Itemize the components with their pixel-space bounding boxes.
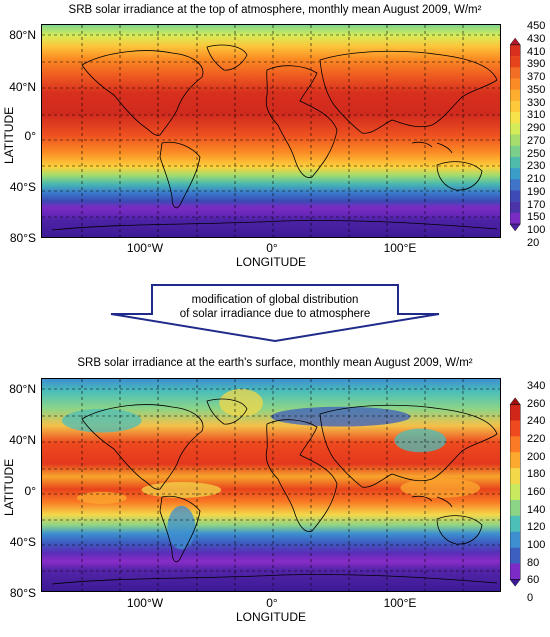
top-colorbar-tick-label: 250 bbox=[527, 147, 546, 160]
bottom-colorbar-segment bbox=[510, 547, 521, 564]
bottom-colorbar-max-triangle bbox=[510, 397, 521, 405]
top-colorbar-tick-label: 290 bbox=[527, 122, 546, 135]
bottom-coastline-outlines bbox=[51, 398, 498, 585]
top-colorbar-tick-label: 270 bbox=[527, 134, 546, 147]
top-lat-label-0: 0° bbox=[24, 129, 36, 143]
top-lon-label-0: 0° bbox=[266, 241, 278, 255]
top-lat-label-40s: 40°S bbox=[9, 180, 36, 194]
top-colorbar-tick-label: 230 bbox=[527, 160, 546, 173]
bottom-lat-label-40s: 40°S bbox=[9, 535, 36, 549]
top-lon-label-100w: 100°W bbox=[126, 241, 164, 255]
top-lon-label-100e: 100°E bbox=[383, 241, 417, 255]
bottom-lon-label-0: 0° bbox=[266, 596, 278, 610]
bottom-lat-label-80n: 80°N bbox=[9, 382, 36, 396]
bottom-lon-label-100e: 100°E bbox=[383, 596, 417, 610]
bottom-lon-label-100w: 100°W bbox=[126, 596, 164, 610]
bottom-colorbar-segment bbox=[510, 563, 521, 580]
top-colorbar-tick-label: 370 bbox=[527, 71, 546, 84]
bottom-lat-label-0: 0° bbox=[24, 484, 36, 498]
top-lat-label-80n: 80°N bbox=[9, 28, 36, 42]
top-colorbar bbox=[510, 37, 521, 232]
bottom-colorbar-segment bbox=[510, 484, 521, 501]
top-colorbar-segment bbox=[510, 44, 521, 57]
top-colorbar-segment bbox=[510, 190, 521, 202]
top-colorbar-segment bbox=[510, 100, 521, 113]
top-colorbar-segment bbox=[510, 212, 521, 225]
bottom-lat-label-80s: 80°S bbox=[9, 586, 36, 600]
bottom-colorbar-segment bbox=[510, 468, 521, 485]
bottom-colorbar-segment bbox=[510, 436, 521, 453]
top-colorbar-segment bbox=[510, 78, 521, 90]
top-lat-label-80s: 80°S bbox=[9, 231, 36, 245]
bottom-colorbar bbox=[510, 397, 521, 587]
top-map-title: SRB solar irradiance at the top of atmos… bbox=[68, 4, 482, 16]
bottom-colorbar-tick-label: 240 bbox=[527, 415, 546, 428]
top-colorbar-segment bbox=[510, 123, 521, 135]
top-map-frame bbox=[41, 24, 501, 238]
top-colorbar-segment bbox=[510, 156, 521, 169]
top-colorbar-segment bbox=[510, 134, 521, 146]
bottom-colorbar-tick-label: 80 bbox=[527, 556, 540, 569]
top-colorbar-tick-label: 330 bbox=[527, 96, 546, 109]
top-colorbar-tick-label: 210 bbox=[527, 173, 546, 186]
bottom-map-frame bbox=[41, 378, 501, 592]
bottom-colorbar-tick-label: 140 bbox=[527, 503, 546, 516]
bottom-lat-label-40n: 40°N bbox=[9, 433, 36, 447]
top-colorbar-tick-label: 390 bbox=[527, 58, 546, 71]
down-arrow-icon bbox=[110, 284, 440, 343]
bottom-colorbar-segment bbox=[510, 531, 521, 548]
transition-arrow: modification of global distribution of s… bbox=[110, 284, 440, 343]
top-colorbar-max-triangle bbox=[510, 37, 521, 46]
top-colorbar-segment bbox=[510, 67, 521, 79]
top-coastline-outlines bbox=[51, 44, 498, 231]
bottom-map-title: SRB solar irradiance at the earth's surf… bbox=[77, 357, 473, 369]
bottom-colorbar-tick-label: 60 bbox=[527, 574, 540, 587]
top-colorbar-segment bbox=[510, 56, 521, 68]
top-colorbar-segment bbox=[510, 201, 521, 214]
top-colorbar-tick-label: 350 bbox=[527, 83, 546, 96]
bottom-colorbar-tick-label: 340 bbox=[527, 380, 546, 392]
top-lat-label-40n: 40°N bbox=[9, 80, 36, 94]
top-colorbar-segment bbox=[510, 168, 521, 180]
bottom-colorbar-segment bbox=[510, 499, 521, 517]
bottom-colorbar-segment bbox=[510, 420, 521, 437]
bottom-colorbar-tick-label: 220 bbox=[527, 433, 546, 445]
top-colorbar-segment bbox=[510, 179, 521, 191]
bottom-colorbar-segment bbox=[510, 404, 521, 421]
bottom-colorbar-tick-label: 0 bbox=[527, 592, 534, 604]
bottom-graticule bbox=[42, 379, 500, 591]
arrow-text-line1: modification of global distribution bbox=[191, 294, 359, 306]
bottom-colorbar-segment bbox=[510, 515, 521, 532]
bottom-colorbar-tick-label: 160 bbox=[527, 486, 546, 498]
bottom-colorbar-tick-label: 180 bbox=[527, 468, 546, 481]
top-colorbar-segment bbox=[510, 145, 521, 158]
bottom-longitude-axis-title: LONGITUDE bbox=[235, 610, 306, 624]
bottom-colorbar-segment bbox=[510, 452, 521, 469]
top-colorbar-tick-label: 100 bbox=[527, 224, 546, 237]
bottom-irradiance-field bbox=[42, 379, 500, 591]
top-colorbar-segment bbox=[510, 112, 521, 124]
top-colorbar-tick-label: 450 bbox=[527, 20, 546, 32]
top-colorbar-tick-label: 170 bbox=[527, 198, 546, 211]
top-colorbar-tick-label: 190 bbox=[527, 185, 546, 198]
top-graticule bbox=[42, 25, 500, 237]
top-longitude-axis-title: LONGITUDE bbox=[235, 255, 306, 269]
bottom-colorbar-tick-label: 120 bbox=[527, 521, 546, 534]
bottom-colorbar-tick-label: 200 bbox=[527, 450, 546, 463]
top-colorbar-segment bbox=[510, 89, 521, 102]
top-colorbar-tick-label: 430 bbox=[527, 32, 546, 45]
top-colorbar-tick-label: 410 bbox=[527, 45, 546, 58]
top-irradiance-field bbox=[42, 25, 500, 237]
arrow-text-line2: of solar irradiance due to atmosphere bbox=[179, 308, 371, 320]
bottom-colorbar-tick-label: 260 bbox=[527, 397, 546, 410]
top-colorbar-min-triangle bbox=[510, 223, 521, 232]
bottom-colorbar-tick-label: 100 bbox=[527, 539, 546, 551]
top-colorbar-tick-label: 20 bbox=[527, 237, 540, 249]
top-colorbar-tick-label: 150 bbox=[527, 211, 546, 224]
top-colorbar-tick-label: 310 bbox=[527, 109, 546, 122]
bottom-colorbar-min-triangle bbox=[510, 579, 521, 587]
